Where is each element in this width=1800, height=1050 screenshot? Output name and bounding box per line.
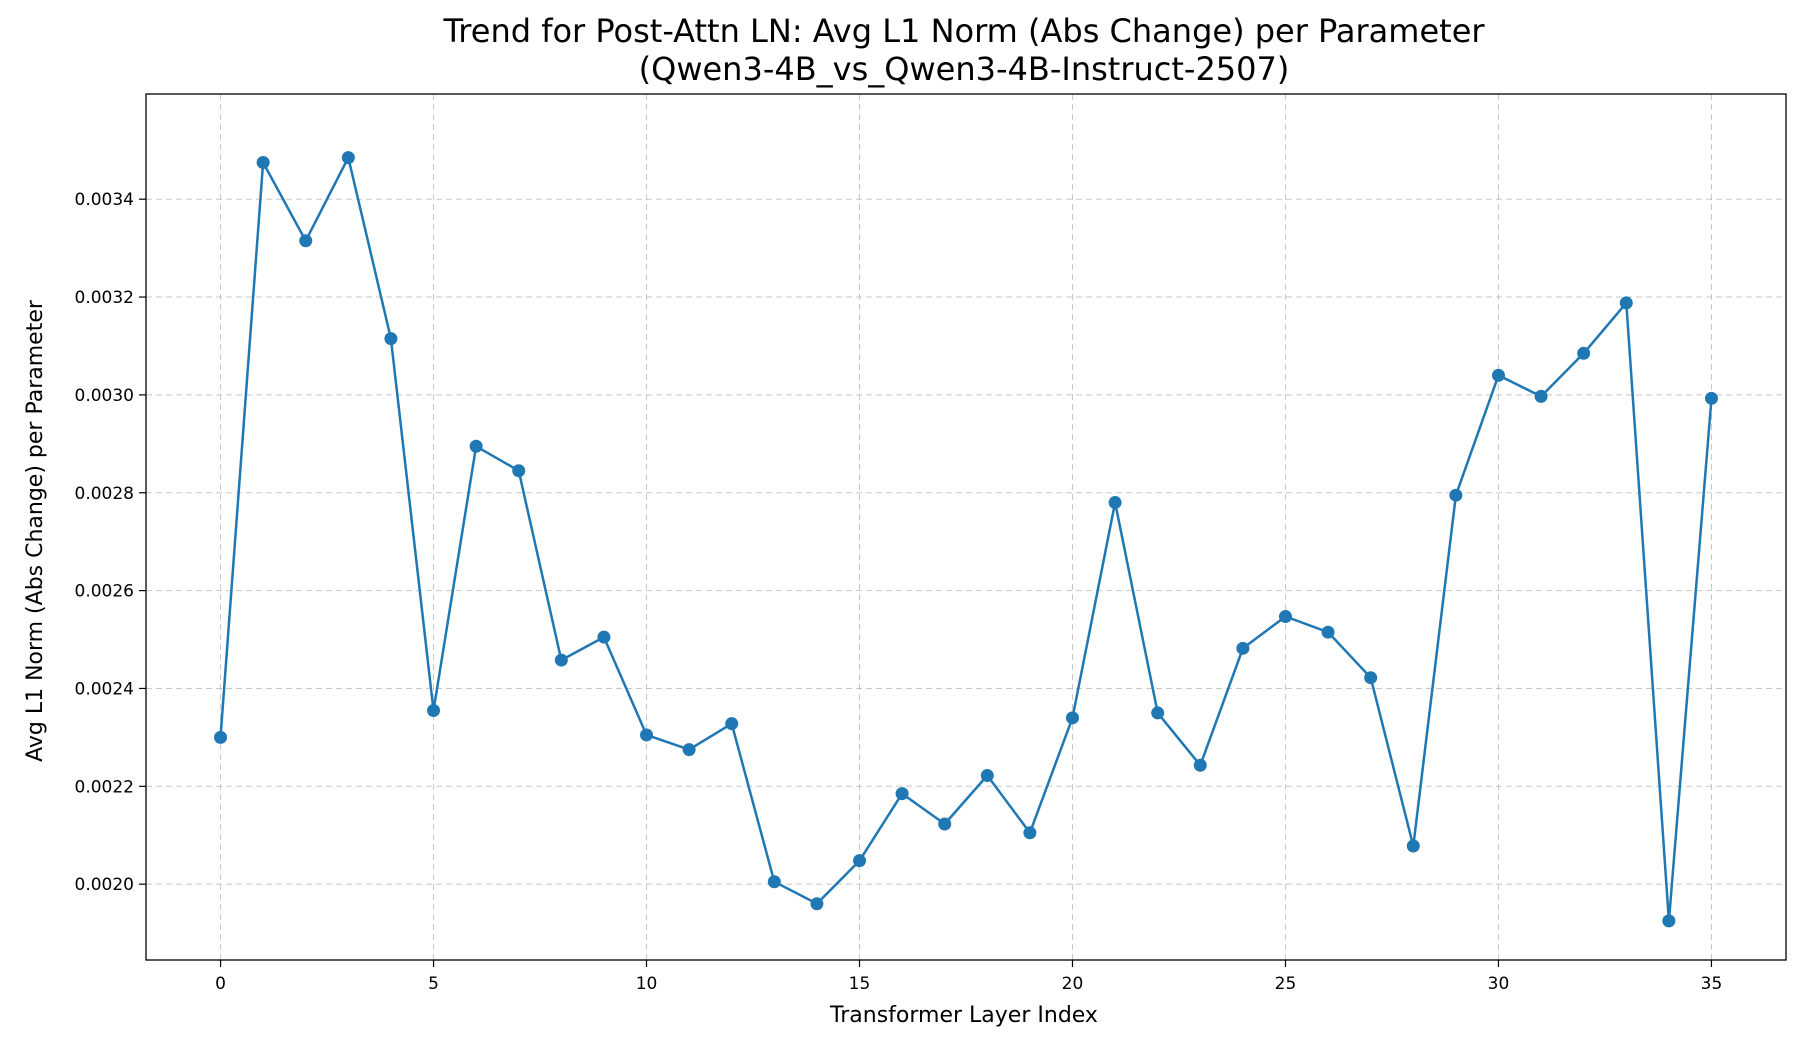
chart-subtitle: (Qwen3-4B_vs_Qwen3-4B-Instruct-2507): [639, 50, 1290, 88]
data-point: [938, 817, 952, 831]
data-point: [767, 875, 781, 889]
data-point: [1321, 625, 1335, 639]
data-point: [469, 439, 483, 453]
data-point: [1108, 496, 1122, 510]
data-point: [299, 234, 313, 248]
data-point: [640, 728, 654, 742]
y-tick-label: 0.0034: [75, 190, 134, 210]
data-point: [1704, 391, 1718, 405]
data-point: [980, 769, 994, 783]
data-point: [1534, 389, 1548, 403]
data-point: [810, 897, 824, 911]
x-tick-label: 5: [428, 974, 439, 994]
y-tick-label: 0.0032: [75, 288, 134, 308]
y-tick-label: 0.0020: [75, 875, 134, 895]
data-point: [1023, 826, 1037, 840]
y-tick-label: 0.0028: [75, 484, 134, 504]
data-points: [214, 151, 1718, 928]
y-tick-label: 0.0030: [75, 386, 134, 406]
data-point: [1406, 839, 1420, 853]
y-tick-label: 0.0024: [75, 679, 134, 699]
data-point: [214, 730, 228, 744]
x-tick-label: 10: [636, 974, 658, 994]
y-axis-ticks: 0.0020 0.0022 0.0024 0.0026 0.0028 0.0030 0.00…: [75, 190, 146, 895]
y-tick-label: 0.0022: [75, 777, 134, 797]
data-point: [1491, 368, 1505, 382]
data-point: [1278, 610, 1292, 624]
data-point: [1364, 671, 1378, 685]
data-point: [1662, 914, 1676, 928]
data-point: [554, 653, 568, 667]
x-tick-label: 30: [1488, 974, 1510, 994]
x-tick-label: 20: [1062, 974, 1084, 994]
data-point: [1151, 706, 1165, 720]
data-point: [512, 464, 526, 478]
x-tick-label: 35: [1701, 974, 1723, 994]
x-tick-label: 0: [215, 974, 226, 994]
data-point: [427, 703, 441, 717]
series-line: [219, 156, 1713, 923]
data-point: [853, 854, 867, 868]
data-point: [1236, 641, 1250, 655]
x-tick-label: 15: [849, 974, 871, 994]
data-point: [1065, 711, 1079, 725]
y-tick-label: 0.0026: [75, 582, 134, 602]
data-point: [1449, 488, 1463, 502]
data-point: [256, 155, 270, 169]
data-point: [384, 332, 398, 346]
x-axis-label: Transformer Layer Index: [829, 1003, 1098, 1028]
data-point: [1193, 758, 1207, 772]
chart-title: Trend for Post-Attn LN: Avg L1 Norm (Abs…: [442, 12, 1485, 50]
data-point: [682, 743, 696, 757]
data-point: [725, 717, 739, 731]
x-tick-label: 25: [1275, 974, 1297, 994]
data-point: [1577, 346, 1591, 360]
data-point: [597, 630, 611, 644]
plot-area-frame: [145, 93, 1787, 961]
data-point: [1619, 296, 1633, 310]
y-axis-label: Avg L1 Norm (Abs Change) per Parameter: [23, 299, 48, 762]
data-point: [341, 151, 355, 165]
x-axis-ticks: 0 5 10 15 20 25 30 35: [215, 960, 1722, 994]
data-point: [895, 787, 909, 801]
